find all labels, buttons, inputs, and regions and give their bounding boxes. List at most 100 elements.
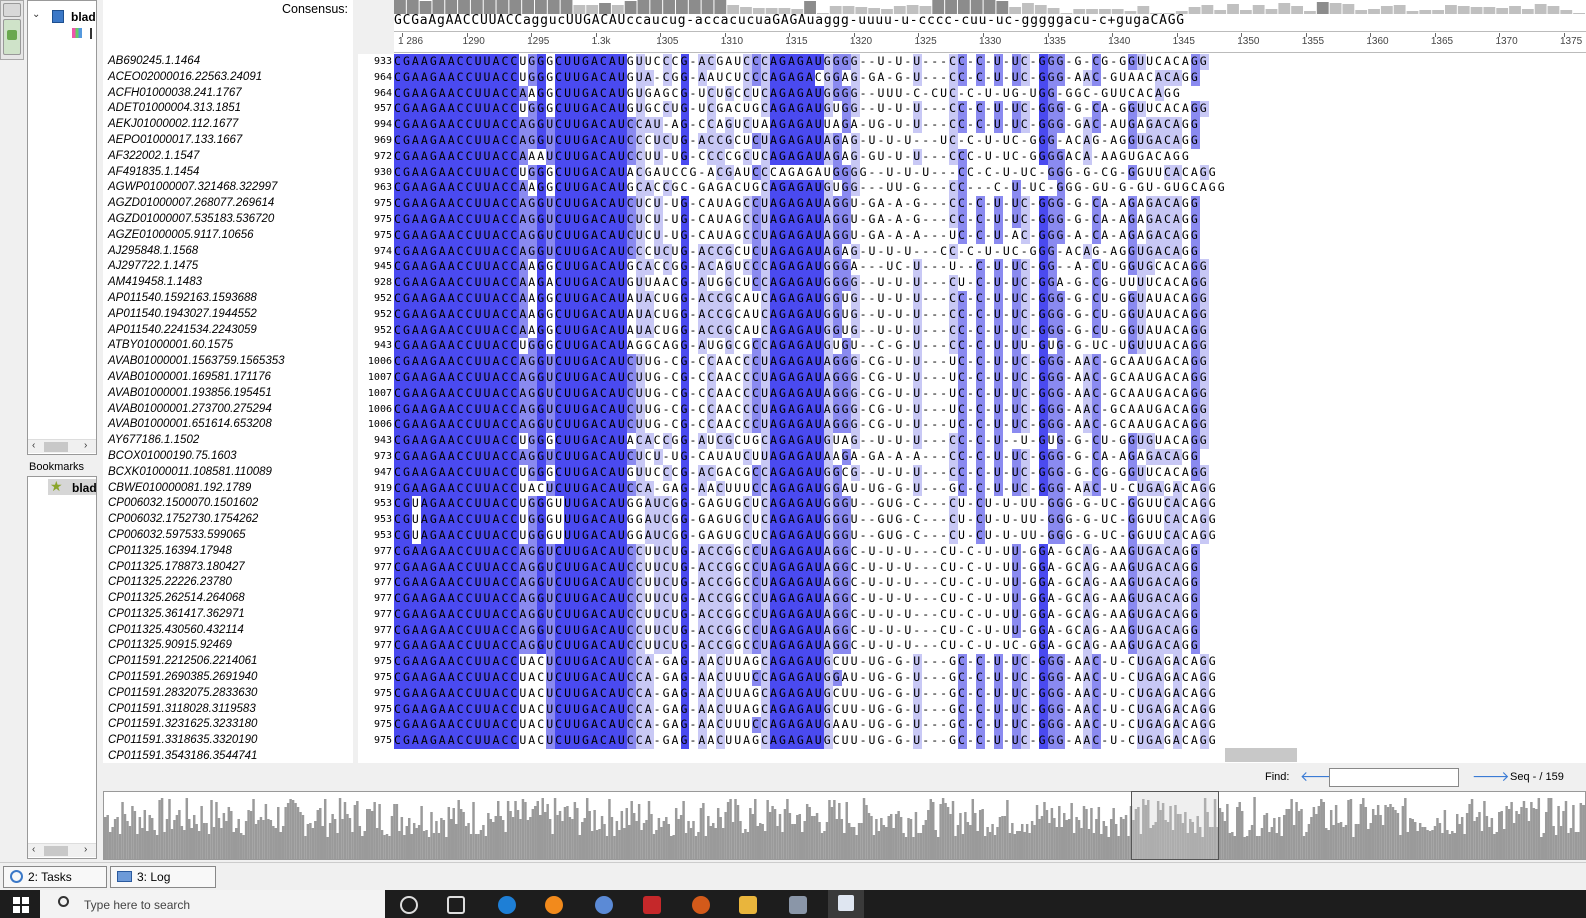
residue[interactable]: - — [1020, 622, 1030, 637]
residue[interactable]: C — [1020, 322, 1030, 339]
residue[interactable]: G — [582, 670, 591, 686]
residue[interactable]: C — [555, 559, 565, 576]
residue[interactable]: G — [429, 606, 439, 623]
residue[interactable]: A — [1172, 69, 1182, 86]
residue[interactable]: - — [967, 527, 976, 542]
residue[interactable]: A — [447, 385, 457, 402]
residue[interactable]: - — [859, 338, 869, 353]
residue[interactable]: A — [411, 54, 421, 70]
residue[interactable]: A — [420, 306, 430, 323]
residue[interactable]: A — [1119, 448, 1129, 463]
residue[interactable]: G — [1199, 464, 1209, 481]
residue[interactable]: U — [913, 117, 923, 133]
sequence-name[interactable]: AP011540.1943027.1944552 — [108, 307, 257, 320]
residue[interactable]: U — [671, 243, 681, 258]
residue[interactable]: G — [1038, 54, 1048, 70]
residue[interactable]: G — [582, 211, 591, 228]
residue[interactable]: - — [984, 275, 994, 290]
residue[interactable]: U — [573, 180, 583, 197]
residue[interactable]: U — [573, 369, 583, 386]
residue[interactable]: C — [501, 85, 511, 102]
residue[interactable]: C — [501, 480, 511, 497]
residue[interactable]: C — [743, 148, 753, 165]
residue[interactable]: G — [429, 638, 439, 655]
residue[interactable]: C — [975, 227, 985, 244]
residue[interactable]: U — [653, 496, 663, 513]
residue[interactable]: G — [1047, 527, 1057, 544]
residue[interactable]: U — [895, 290, 905, 305]
residue[interactable]: - — [1110, 275, 1120, 290]
residue[interactable]: C — [510, 559, 520, 576]
residue[interactable]: G — [823, 527, 833, 544]
residue[interactable]: A — [438, 243, 448, 260]
residue[interactable]: G — [1190, 448, 1200, 465]
residue[interactable]: - — [1065, 275, 1075, 290]
residue[interactable]: A — [1181, 417, 1191, 432]
residue[interactable]: A — [519, 322, 529, 339]
residue[interactable]: G — [402, 54, 412, 70]
residue[interactable]: A — [1110, 606, 1120, 621]
residue[interactable]: C — [599, 638, 609, 655]
residue[interactable]: U — [1011, 338, 1021, 355]
residue[interactable]: U — [877, 290, 887, 305]
residue[interactable]: C — [707, 417, 717, 434]
residue[interactable]: A — [420, 132, 430, 149]
residue[interactable]: U — [913, 354, 923, 370]
residue[interactable]: A — [438, 496, 448, 513]
residue[interactable]: U — [474, 196, 484, 212]
residue[interactable]: G — [1128, 54, 1138, 70]
residue[interactable]: U — [474, 101, 484, 118]
residue[interactable]: U — [1011, 480, 1021, 497]
residue[interactable]: U — [814, 622, 824, 639]
residue[interactable]: G — [671, 306, 681, 321]
residue[interactable]: U — [1011, 275, 1021, 291]
residue[interactable]: A — [1163, 101, 1173, 116]
residue[interactable]: G — [725, 259, 735, 276]
residue[interactable]: A — [590, 606, 600, 623]
residue[interactable]: C — [949, 322, 959, 339]
residue[interactable]: C — [465, 148, 475, 165]
residue[interactable]: C — [716, 591, 726, 607]
residue[interactable]: C — [958, 227, 967, 244]
residue[interactable]: - — [653, 670, 663, 685]
residue[interactable]: G — [832, 85, 842, 102]
residue[interactable]: G — [1047, 448, 1057, 465]
residue[interactable]: - — [859, 496, 869, 511]
residue[interactable]: A — [1163, 417, 1173, 432]
residue[interactable]: C — [555, 259, 565, 276]
residue[interactable]: A — [1047, 638, 1057, 653]
residue[interactable]: A — [770, 433, 779, 449]
residue[interactable]: G — [1128, 464, 1138, 481]
residue[interactable]: U — [984, 243, 994, 258]
residue[interactable]: C — [465, 211, 475, 228]
residue[interactable]: U — [761, 211, 771, 228]
residue[interactable]: G — [662, 733, 672, 748]
residue[interactable]: G — [402, 275, 412, 291]
residue[interactable]: G — [1199, 306, 1209, 323]
residue[interactable]: G — [1056, 654, 1066, 671]
residue[interactable]: G — [1083, 496, 1093, 511]
sequence-name[interactable]: AB690245.1.1464 — [108, 55, 201, 67]
residue[interactable]: - — [886, 306, 896, 321]
residue[interactable]: C — [555, 180, 565, 197]
residue[interactable]: A — [590, 85, 600, 102]
residue[interactable]: U — [474, 448, 484, 465]
residue[interactable]: U — [617, 85, 627, 102]
residue[interactable]: A — [1155, 622, 1164, 639]
residue[interactable]: - — [1083, 275, 1093, 290]
residue[interactable]: G — [1047, 685, 1057, 702]
residue[interactable]: G — [778, 243, 788, 260]
residue[interactable]: C — [743, 227, 753, 244]
residue[interactable]: A — [823, 196, 833, 212]
residue[interactable]: - — [967, 417, 976, 432]
residue[interactable]: G — [402, 148, 412, 165]
residue[interactable]: C — [394, 591, 403, 607]
residue[interactable]: G — [1074, 180, 1084, 195]
residue[interactable]: G — [949, 717, 959, 732]
residue[interactable]: A — [1155, 575, 1164, 592]
residue[interactable]: U — [814, 638, 824, 655]
residue[interactable]: C — [1020, 54, 1030, 70]
residue[interactable]: U — [564, 638, 574, 655]
residue[interactable]: A — [528, 85, 538, 100]
residue[interactable]: G — [1038, 622, 1048, 639]
